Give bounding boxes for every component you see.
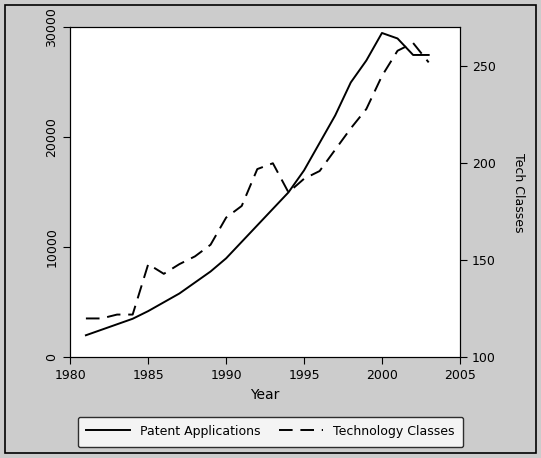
Technology Classes bbox=[83, 316, 89, 321]
Line: Technology Classes: Technology Classes bbox=[86, 43, 428, 318]
Patent Applications bbox=[192, 280, 198, 285]
Technology Classes bbox=[114, 312, 120, 317]
Technology Classes bbox=[129, 312, 136, 317]
Patent Applications bbox=[207, 269, 214, 274]
Technology Classes bbox=[269, 160, 276, 166]
Y-axis label: Tech Classes: Tech Classes bbox=[512, 153, 525, 232]
Technology Classes bbox=[176, 262, 183, 267]
Technology Classes bbox=[316, 168, 323, 174]
Patent Applications bbox=[254, 223, 261, 228]
Patent Applications bbox=[98, 327, 105, 333]
Technology Classes bbox=[239, 203, 245, 209]
Patent Applications bbox=[223, 256, 229, 261]
Patent Applications bbox=[285, 190, 292, 195]
Patent Applications bbox=[161, 300, 167, 305]
Technology Classes bbox=[207, 242, 214, 247]
Technology Classes bbox=[285, 190, 292, 195]
Technology Classes bbox=[332, 147, 339, 153]
Patent Applications bbox=[114, 322, 120, 327]
Patent Applications bbox=[379, 30, 385, 36]
Technology Classes bbox=[347, 125, 354, 131]
Legend: Patent Applications, Technology Classes: Patent Applications, Technology Classes bbox=[77, 417, 464, 447]
Patent Applications bbox=[316, 140, 323, 146]
Patent Applications bbox=[425, 52, 432, 58]
Patent Applications bbox=[347, 80, 354, 85]
Patent Applications bbox=[129, 316, 136, 322]
Patent Applications bbox=[145, 308, 151, 314]
Technology Classes bbox=[254, 166, 261, 172]
Patent Applications bbox=[410, 52, 417, 58]
X-axis label: Year: Year bbox=[250, 387, 280, 402]
Patent Applications bbox=[363, 58, 370, 63]
Technology Classes bbox=[425, 60, 432, 65]
Technology Classes bbox=[379, 73, 385, 79]
Patent Applications bbox=[394, 36, 401, 41]
Technology Classes bbox=[301, 176, 307, 181]
Patent Applications bbox=[239, 239, 245, 245]
Patent Applications bbox=[301, 168, 307, 173]
Technology Classes bbox=[410, 40, 417, 46]
Technology Classes bbox=[192, 254, 198, 259]
Patent Applications bbox=[176, 291, 183, 296]
Patent Applications bbox=[83, 333, 89, 338]
Technology Classes bbox=[145, 262, 151, 267]
Technology Classes bbox=[394, 48, 401, 54]
Patent Applications bbox=[269, 206, 276, 212]
Patent Applications bbox=[332, 113, 339, 118]
Line: Patent Applications: Patent Applications bbox=[86, 33, 428, 335]
Technology Classes bbox=[98, 316, 105, 321]
Technology Classes bbox=[363, 106, 370, 112]
Technology Classes bbox=[223, 215, 229, 220]
Technology Classes bbox=[161, 271, 167, 277]
